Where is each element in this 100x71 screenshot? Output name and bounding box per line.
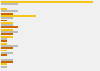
Bar [1,1,93,3]
Bar [1,24,12,26]
Bar [1,13,12,15]
Bar [1,26,18,28]
Bar [1,8,7,10]
Bar [1,38,7,40]
Bar [1,36,12,38]
Bar [1,3,18,5]
Bar [1,59,12,61]
Bar [1,45,18,47]
Bar [1,54,7,56]
Bar [1,10,18,12]
Bar [1,33,12,35]
Bar [1,31,18,33]
Bar [1,63,7,65]
Bar [1,20,7,21]
Bar [1,66,7,68]
Bar [1,47,12,49]
Bar [1,43,7,45]
Bar [1,52,12,54]
Bar [1,22,12,24]
Bar [1,61,12,63]
Bar [1,50,7,51]
Bar [1,17,12,19]
Bar [1,40,7,42]
Bar [1,15,36,17]
Bar [1,29,12,31]
